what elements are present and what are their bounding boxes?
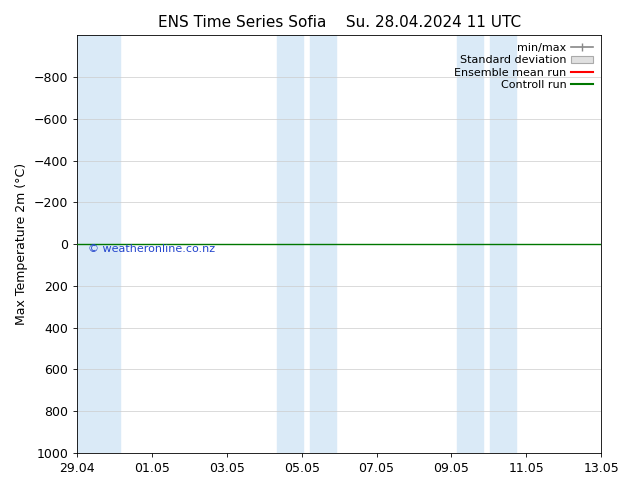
Legend: min/max, Standard deviation, Ensemble mean run, Controll run: min/max, Standard deviation, Ensemble me…: [452, 41, 595, 92]
Text: © weatheronline.co.nz: © weatheronline.co.nz: [87, 244, 215, 254]
Bar: [77, 35, 120, 453]
Bar: [309, 35, 336, 453]
Bar: [490, 35, 516, 453]
Bar: [277, 35, 303, 453]
Y-axis label: Max Temperature 2m (°C): Max Temperature 2m (°C): [15, 163, 28, 325]
Bar: [457, 35, 483, 453]
Title: ENS Time Series Sofia    Su. 28.04.2024 11 UTC: ENS Time Series Sofia Su. 28.04.2024 11 …: [157, 15, 521, 30]
